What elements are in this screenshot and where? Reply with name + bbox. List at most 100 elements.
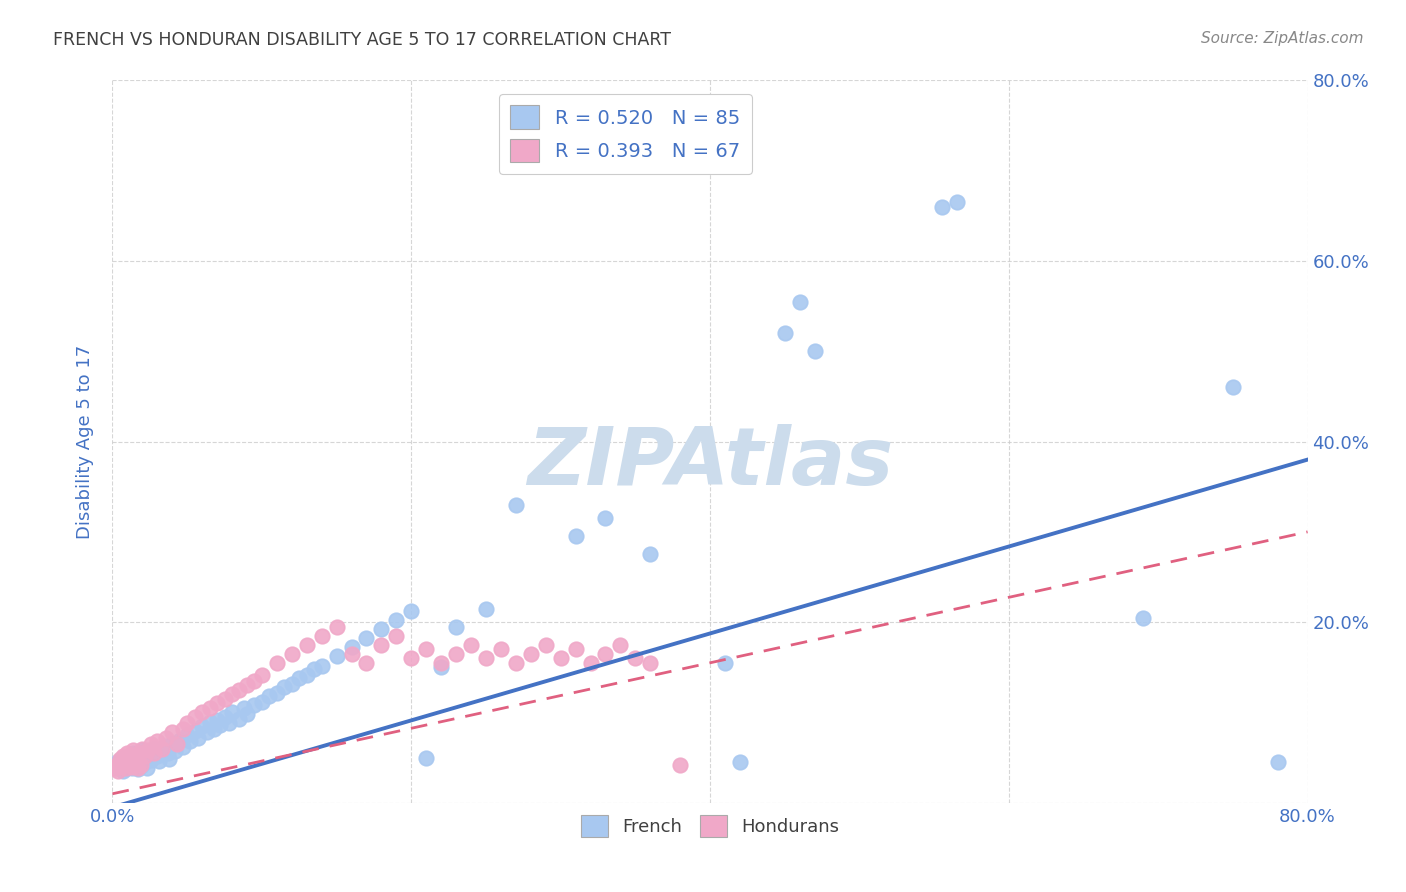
Point	[129, 758, 152, 772]
Point	[205, 713, 228, 727]
Point	[311, 658, 333, 673]
Point	[148, 754, 170, 768]
Point	[401, 604, 423, 618]
Point	[162, 725, 183, 739]
Point	[228, 682, 250, 697]
Point	[120, 752, 142, 766]
Point	[266, 685, 288, 699]
Point	[460, 638, 482, 652]
Point	[125, 752, 148, 766]
Point	[198, 701, 221, 715]
Point	[243, 673, 266, 688]
Y-axis label: Disability Age 5 to 17: Disability Age 5 to 17	[76, 344, 94, 539]
Point	[250, 695, 273, 709]
Point	[127, 762, 149, 776]
Point	[191, 706, 214, 720]
Point	[385, 629, 408, 643]
Point	[107, 762, 129, 776]
Point	[401, 651, 423, 665]
Point	[146, 748, 169, 763]
Point	[128, 746, 150, 760]
Point	[430, 660, 453, 674]
Point	[595, 511, 617, 525]
Point	[150, 743, 173, 757]
Point	[114, 755, 135, 769]
Point	[430, 656, 453, 670]
Point	[122, 746, 145, 760]
Point	[115, 756, 138, 771]
Point	[138, 743, 160, 757]
Point	[228, 712, 250, 726]
Point	[609, 638, 631, 652]
Point	[141, 737, 163, 751]
Point	[325, 620, 347, 634]
Point	[444, 647, 467, 661]
Point	[156, 746, 179, 760]
Point	[789, 294, 811, 309]
Point	[122, 743, 145, 757]
Point	[195, 725, 218, 739]
Point	[415, 642, 437, 657]
Point	[370, 638, 392, 652]
Point	[288, 671, 311, 685]
Point	[640, 548, 662, 562]
Point	[550, 651, 572, 665]
Point	[931, 200, 953, 214]
Point	[118, 748, 141, 763]
Point	[669, 757, 692, 772]
Point	[134, 750, 156, 764]
Point	[415, 750, 437, 764]
Point	[295, 638, 318, 652]
Point	[1267, 755, 1289, 769]
Point	[259, 690, 281, 704]
Point	[166, 737, 188, 751]
Point	[624, 651, 647, 665]
Point	[505, 656, 527, 670]
Point	[121, 760, 143, 774]
Point	[153, 739, 176, 753]
Point	[134, 748, 156, 763]
Point	[165, 744, 187, 758]
Point	[202, 722, 225, 736]
Point	[475, 651, 498, 665]
Point	[209, 718, 232, 732]
Point	[714, 656, 737, 670]
Point	[143, 741, 166, 756]
Point	[221, 706, 243, 720]
Point	[236, 707, 259, 722]
Point	[176, 728, 198, 742]
Point	[281, 647, 304, 661]
Point	[728, 755, 751, 769]
Point	[139, 746, 162, 760]
Point	[302, 662, 325, 676]
Legend: French, Hondurans: French, Hondurans	[574, 808, 846, 845]
Point	[205, 697, 228, 711]
Point	[385, 613, 408, 627]
Point	[132, 756, 155, 770]
Point	[135, 762, 157, 776]
Point	[370, 623, 392, 637]
Point	[146, 734, 169, 748]
Point	[104, 760, 127, 774]
Point	[1132, 610, 1154, 624]
Point	[172, 739, 194, 754]
Point	[945, 195, 967, 210]
Point	[176, 716, 198, 731]
Point	[121, 761, 143, 775]
Point	[489, 642, 512, 657]
Point	[266, 656, 288, 670]
Point	[114, 750, 135, 764]
Point	[110, 752, 132, 766]
Point	[325, 649, 347, 664]
Point	[356, 656, 378, 670]
Point	[273, 680, 295, 694]
Point	[107, 764, 129, 779]
Point	[125, 750, 148, 764]
Point	[155, 731, 177, 745]
Point	[110, 760, 132, 774]
Point	[108, 757, 131, 772]
Point	[340, 640, 363, 655]
Point	[281, 676, 304, 690]
Point	[475, 601, 498, 615]
Point	[564, 529, 586, 543]
